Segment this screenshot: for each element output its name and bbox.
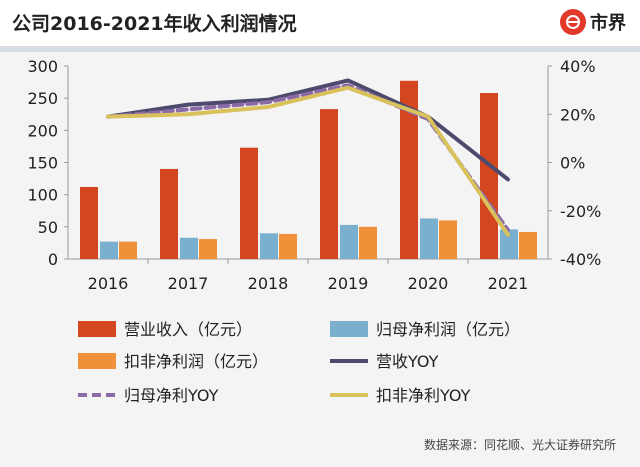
bar — [199, 239, 217, 259]
brand-name: 市界 — [590, 13, 626, 34]
x-tick-label: 2020 — [408, 274, 449, 293]
chart-title: 公司2016-2021年收入利润情况 — [12, 13, 297, 35]
bar — [160, 168, 178, 259]
y2-tick-label: 40% — [560, 57, 596, 76]
x-tick-label: 2016 — [88, 274, 129, 293]
y-tick-label: 300 — [27, 57, 58, 76]
y2-tick-label: -20% — [560, 202, 601, 221]
y-tick-label: 150 — [27, 154, 58, 173]
y2-tick-label: 0% — [560, 154, 585, 173]
x-tick-label: 2019 — [328, 274, 369, 293]
series-line — [106, 78, 510, 182]
bar — [400, 80, 418, 260]
header-bar: 公司2016-2021年收入利润情况 市界 — [0, 0, 640, 46]
bar — [340, 224, 358, 259]
y2-tick-label: 20% — [560, 105, 596, 124]
bar — [119, 241, 137, 259]
bar — [180, 237, 198, 259]
y-tick-label: 0 — [48, 250, 58, 269]
bar — [500, 229, 518, 259]
brand: 市界 — [560, 9, 626, 35]
bar — [420, 218, 438, 259]
bar — [439, 220, 457, 259]
header-divider — [0, 46, 640, 52]
bar — [320, 109, 338, 259]
series-line — [106, 85, 510, 237]
brand-logo-icon — [560, 9, 586, 35]
y-tick-label: 200 — [27, 121, 58, 140]
bar — [240, 147, 258, 259]
bar — [279, 233, 297, 259]
source-note: 数据来源：同花顺、光大证券研究所 — [423, 438, 616, 452]
y-tick-label: 250 — [27, 89, 58, 108]
x-tick-label: 2017 — [168, 274, 209, 293]
y-tick-label: 50 — [38, 218, 58, 237]
bar — [260, 233, 278, 259]
plot-area: 0 50 100 150 200 250 300 -40% -20% 0% 20% 40% 2016 20… — [27, 57, 601, 293]
x-tick-label: 2018 — [248, 274, 289, 293]
y-tick-label: 100 — [27, 186, 58, 205]
y2-tick-label: -40% — [560, 250, 601, 269]
x-tick-label: 2021 — [488, 274, 529, 293]
bar — [80, 186, 98, 259]
bar — [519, 231, 537, 259]
bar — [480, 93, 498, 259]
bar — [100, 241, 118, 259]
bar — [359, 226, 377, 259]
